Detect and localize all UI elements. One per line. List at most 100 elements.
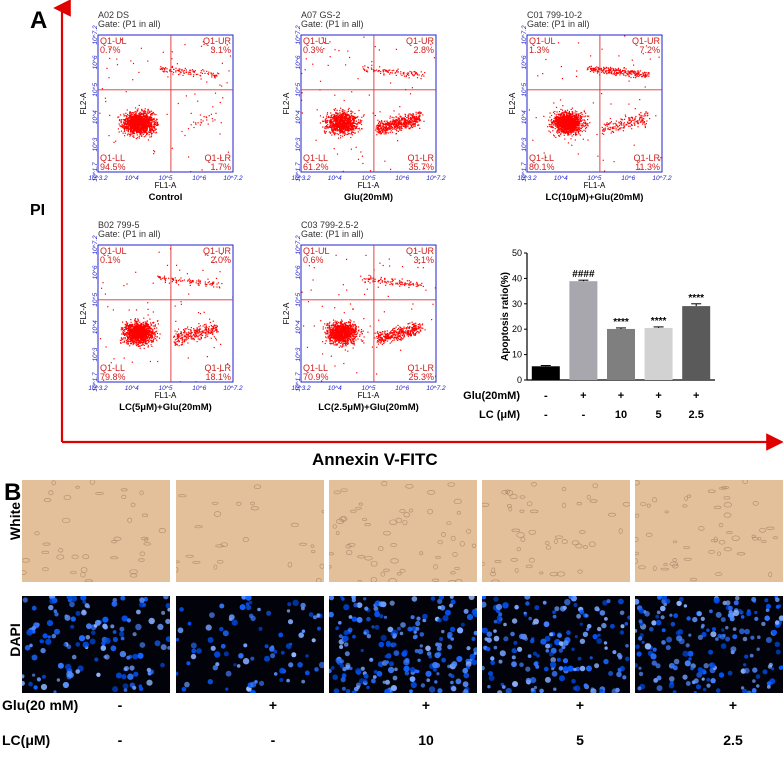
y-axis-label-pi: PI	[30, 202, 45, 219]
white-image-4	[482, 480, 630, 582]
q-ul-name: Q1-UL	[100, 36, 127, 46]
significance-5: ****	[688, 293, 704, 304]
q-ur-value: 3.1%	[210, 45, 231, 55]
x-tick: 10^4	[125, 175, 139, 182]
q-lr-name: Q1-LR	[407, 153, 434, 163]
bar-5	[682, 306, 711, 380]
q-ll-name: Q1-LL	[529, 153, 554, 163]
nuclei	[635, 596, 783, 693]
q-ll-name: Q1-LL	[100, 363, 125, 373]
x-tick: 10^5	[159, 175, 173, 182]
event-dots	[301, 36, 435, 172]
q-ul-name: Q1-UL	[529, 36, 556, 46]
plot-gate: Gate: (P1 in all)	[301, 229, 364, 239]
event-dots	[99, 39, 231, 172]
q-ur-value: 3.1%	[413, 255, 434, 265]
q-ll-name: Q1-LL	[303, 363, 328, 373]
nuclei	[329, 596, 477, 693]
y-tick: 10^5	[295, 82, 302, 96]
x-tick: 10^3.2	[88, 385, 108, 392]
x-tick: 10^3.2	[291, 175, 311, 182]
x-tick: 10^5	[588, 175, 602, 182]
x-tick: 10^4	[125, 385, 139, 392]
cells	[482, 482, 630, 582]
bar-y-tick-label: 20	[512, 324, 522, 334]
plot-title: B02 799-5	[98, 220, 140, 230]
white-image-3	[329, 480, 477, 582]
plot-gate: Gate: (P1 in all)	[301, 19, 364, 29]
y-tick: 10^1.7	[295, 372, 302, 392]
dapi-image-5	[635, 596, 783, 693]
q-ll-value: 94.5%	[100, 162, 126, 172]
x-tick: 10^6	[621, 175, 635, 182]
plot-caption: Glu(20mM)	[344, 192, 393, 203]
panel-b-glu-value: +	[729, 697, 737, 713]
y-tick: 10^5	[521, 82, 528, 96]
fl2-label: FL2-A	[79, 92, 88, 114]
event-dots	[301, 248, 436, 382]
dapi-image-3	[329, 596, 477, 693]
significance-4: ****	[651, 316, 667, 327]
y-tick: 10^5	[92, 82, 99, 96]
q-ll-name: Q1-LL	[100, 153, 125, 163]
plot-frame	[97, 244, 234, 383]
y-tick: 10^1.7	[295, 162, 302, 182]
cells	[22, 480, 166, 582]
panel-b-glu-value: +	[269, 697, 277, 713]
lc-row-value: -	[544, 409, 548, 421]
dapi-image-2	[176, 596, 324, 693]
q-lr-name: Q1-LR	[407, 363, 434, 373]
fl1-label: FL1-A	[358, 391, 380, 400]
panel-b-label: B	[4, 479, 21, 506]
lc-row-value: -	[582, 409, 586, 421]
lc-row-value: 10	[615, 409, 627, 421]
plot-gate: Gate: (P1 in all)	[98, 229, 161, 239]
bar-y-tick-label: 50	[512, 248, 522, 258]
q-lr-value: 11.3%	[635, 162, 660, 172]
cells	[176, 484, 324, 582]
nuclei	[482, 596, 630, 693]
q-ur-name: Q1-UR	[406, 36, 435, 46]
glu-row-value: -	[544, 390, 548, 402]
y-tick: 10^3	[295, 347, 302, 361]
y-tick: 10^6	[92, 55, 99, 69]
significance-2: ####	[572, 269, 595, 280]
y-tick: 10^6	[295, 55, 302, 69]
q-ll-value: 79.8%	[100, 372, 126, 382]
plot-caption: LC(5μM)+Glu(20mM)	[119, 402, 212, 413]
x-tick: 10^7.2	[426, 175, 446, 182]
q-ll-name: Q1-LL	[303, 153, 328, 163]
fl2-label: FL2-A	[282, 302, 291, 324]
row-label-white: White	[7, 502, 23, 540]
panel-b-lc-value: 2.5	[723, 732, 743, 748]
panel-b-lc-label: LC(μM)	[2, 732, 50, 748]
y-tick: 10^6	[92, 265, 99, 279]
plot-caption: Control	[149, 192, 183, 203]
x-tick: 10^7.2	[223, 175, 243, 182]
bar-y-tick-label: 30	[512, 299, 522, 309]
fl2-label: FL2-A	[79, 302, 88, 324]
cells	[635, 480, 778, 582]
cells	[329, 481, 477, 582]
q-ur-name: Q1-UR	[406, 246, 435, 256]
lc-row-value: 5	[656, 409, 662, 421]
nuclei	[22, 596, 170, 693]
y-tick: 10^3	[92, 137, 99, 151]
lc-row-label: LC (μM)	[479, 409, 520, 421]
event-dots	[528, 35, 662, 172]
q-ur-name: Q1-UR	[203, 246, 232, 256]
y-tick: 10^3	[295, 137, 302, 151]
y-tick: 10^1.7	[521, 162, 528, 182]
x-tick: 10^3.2	[88, 175, 108, 182]
panel-b-lc-value: 10	[418, 732, 434, 748]
bar-y-tick-label: 10	[512, 350, 522, 360]
q-ul-name: Q1-UL	[100, 246, 127, 256]
q-ul-value: 0.3%	[303, 45, 324, 55]
glu-row-label: Glu(20mM)	[463, 390, 520, 402]
plot-frame	[300, 34, 437, 173]
panel-b-glu-value: +	[576, 697, 584, 713]
y-tick: 10^4	[521, 110, 528, 124]
